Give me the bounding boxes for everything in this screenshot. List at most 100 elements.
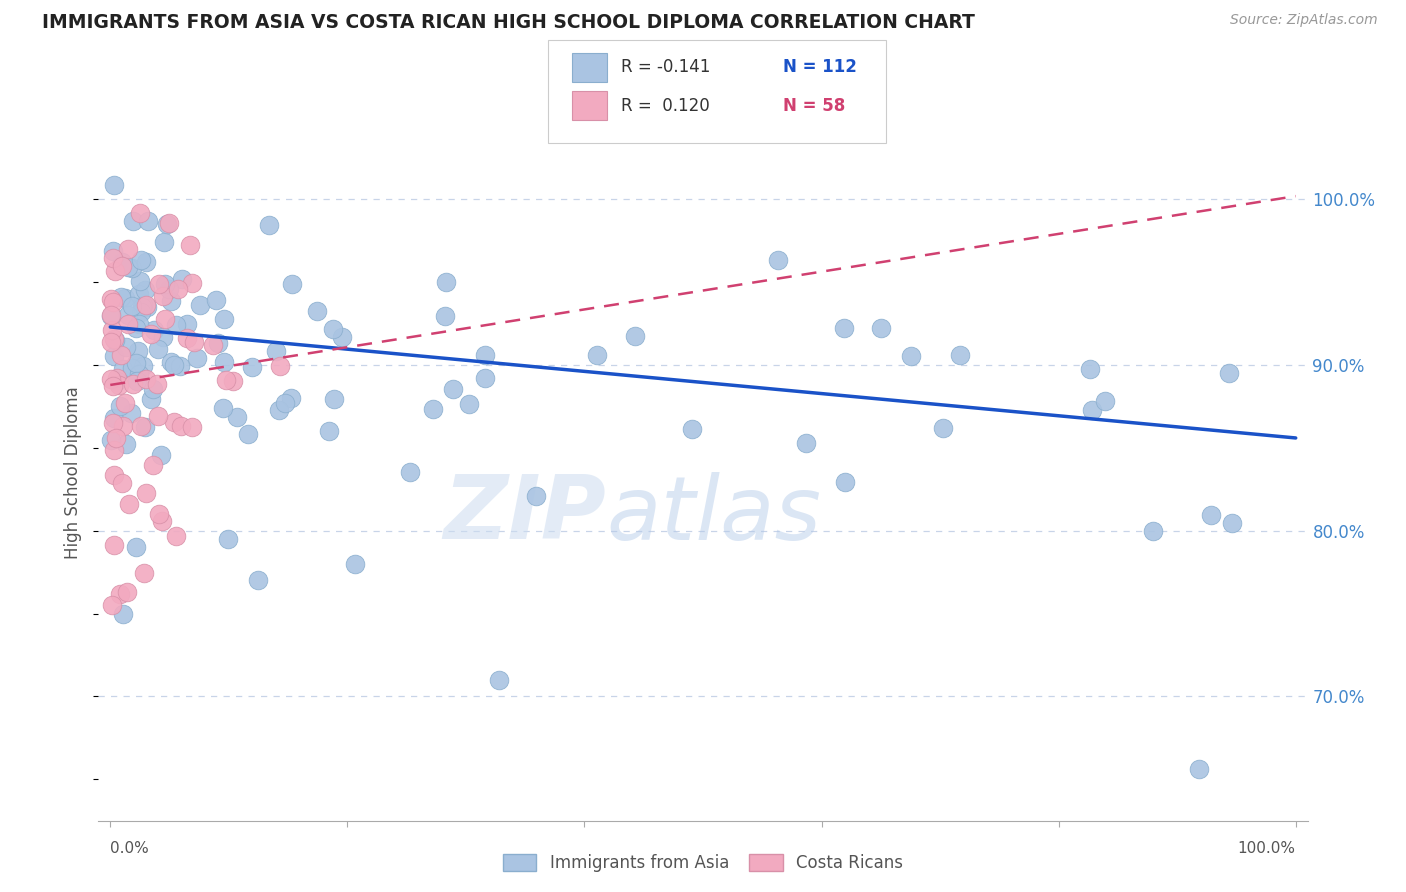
Point	[183, 334, 205, 349]
Point	[111, 607, 134, 621]
Point	[101, 244, 124, 259]
Point	[344, 557, 367, 571]
Point	[136, 213, 159, 227]
Text: 100.0%: 100.0%	[1237, 840, 1296, 855]
Point	[246, 574, 269, 588]
Point	[100, 599, 122, 613]
Text: R = -0.141: R = -0.141	[621, 58, 711, 77]
Point	[128, 368, 150, 382]
Point	[101, 251, 124, 265]
Point	[105, 431, 128, 445]
Point	[307, 304, 329, 318]
Point	[131, 418, 153, 433]
Point	[330, 329, 353, 343]
Point	[103, 468, 125, 483]
Point	[132, 298, 155, 312]
Point	[681, 421, 703, 435]
Point	[207, 335, 229, 350]
Point	[159, 294, 181, 309]
Point	[1078, 362, 1101, 376]
Point	[832, 320, 855, 334]
Point	[222, 374, 245, 388]
Point	[422, 401, 444, 416]
Point	[441, 382, 464, 396]
Point	[201, 338, 224, 352]
Point	[135, 371, 157, 385]
Point	[186, 351, 208, 365]
Point	[103, 264, 125, 278]
Point	[165, 528, 187, 542]
Point	[212, 355, 235, 369]
Point	[117, 242, 139, 256]
Point	[176, 331, 198, 345]
Point	[900, 349, 922, 363]
Point	[100, 372, 122, 386]
Point	[165, 318, 187, 332]
Point	[128, 287, 150, 301]
Point	[1220, 516, 1243, 530]
Point	[269, 403, 291, 417]
Point	[111, 476, 134, 491]
Point	[103, 332, 125, 346]
Point	[134, 566, 156, 580]
Point	[257, 218, 280, 232]
Point	[156, 218, 179, 232]
Y-axis label: High School Diploma: High School Diploma	[65, 386, 83, 559]
Point	[111, 259, 134, 273]
Point	[101, 417, 124, 431]
Point	[870, 320, 893, 334]
Point	[834, 475, 856, 489]
Point	[266, 343, 288, 358]
Point	[180, 420, 202, 434]
Point	[117, 497, 139, 511]
Legend: Immigrants from Asia, Costa Ricans: Immigrants from Asia, Costa Ricans	[496, 847, 910, 879]
Text: N = 112: N = 112	[783, 58, 858, 77]
Point	[949, 349, 972, 363]
Point	[176, 318, 198, 332]
Point	[148, 507, 170, 521]
Point	[134, 254, 156, 268]
Point	[488, 673, 510, 687]
Point	[117, 309, 139, 323]
Point	[120, 406, 142, 420]
Point	[117, 317, 139, 331]
Point	[108, 399, 131, 413]
Point	[150, 515, 173, 529]
Point	[236, 427, 259, 442]
Point	[188, 298, 211, 312]
Point	[125, 374, 148, 388]
Point	[111, 254, 134, 268]
Point	[931, 420, 953, 434]
Point	[141, 326, 163, 341]
Point	[103, 411, 125, 425]
Point	[153, 277, 176, 292]
Point	[110, 348, 132, 362]
Point	[103, 178, 125, 192]
Point	[114, 396, 136, 410]
Text: IMMIGRANTS FROM ASIA VS COSTA RICAN HIGH SCHOOL DIPLOMA CORRELATION CHART: IMMIGRANTS FROM ASIA VS COSTA RICAN HIGH…	[42, 13, 974, 32]
Point	[169, 418, 191, 433]
Point	[242, 360, 264, 375]
Point	[1188, 762, 1211, 776]
Point	[205, 293, 228, 308]
Point	[434, 310, 457, 324]
Point	[134, 283, 156, 297]
Point	[135, 298, 157, 312]
Point	[122, 214, 145, 228]
Point	[100, 433, 122, 447]
Point	[163, 415, 186, 429]
Point	[136, 300, 159, 314]
Point	[1199, 508, 1222, 522]
Point	[269, 359, 291, 373]
Point	[100, 309, 122, 323]
Point	[1094, 394, 1116, 409]
Point	[586, 348, 609, 362]
Point	[121, 377, 143, 392]
Point	[105, 374, 128, 388]
Point	[146, 342, 169, 356]
Point	[167, 282, 190, 296]
Point	[103, 295, 125, 310]
Point	[322, 322, 344, 336]
Point	[121, 299, 143, 313]
Point	[134, 420, 156, 434]
